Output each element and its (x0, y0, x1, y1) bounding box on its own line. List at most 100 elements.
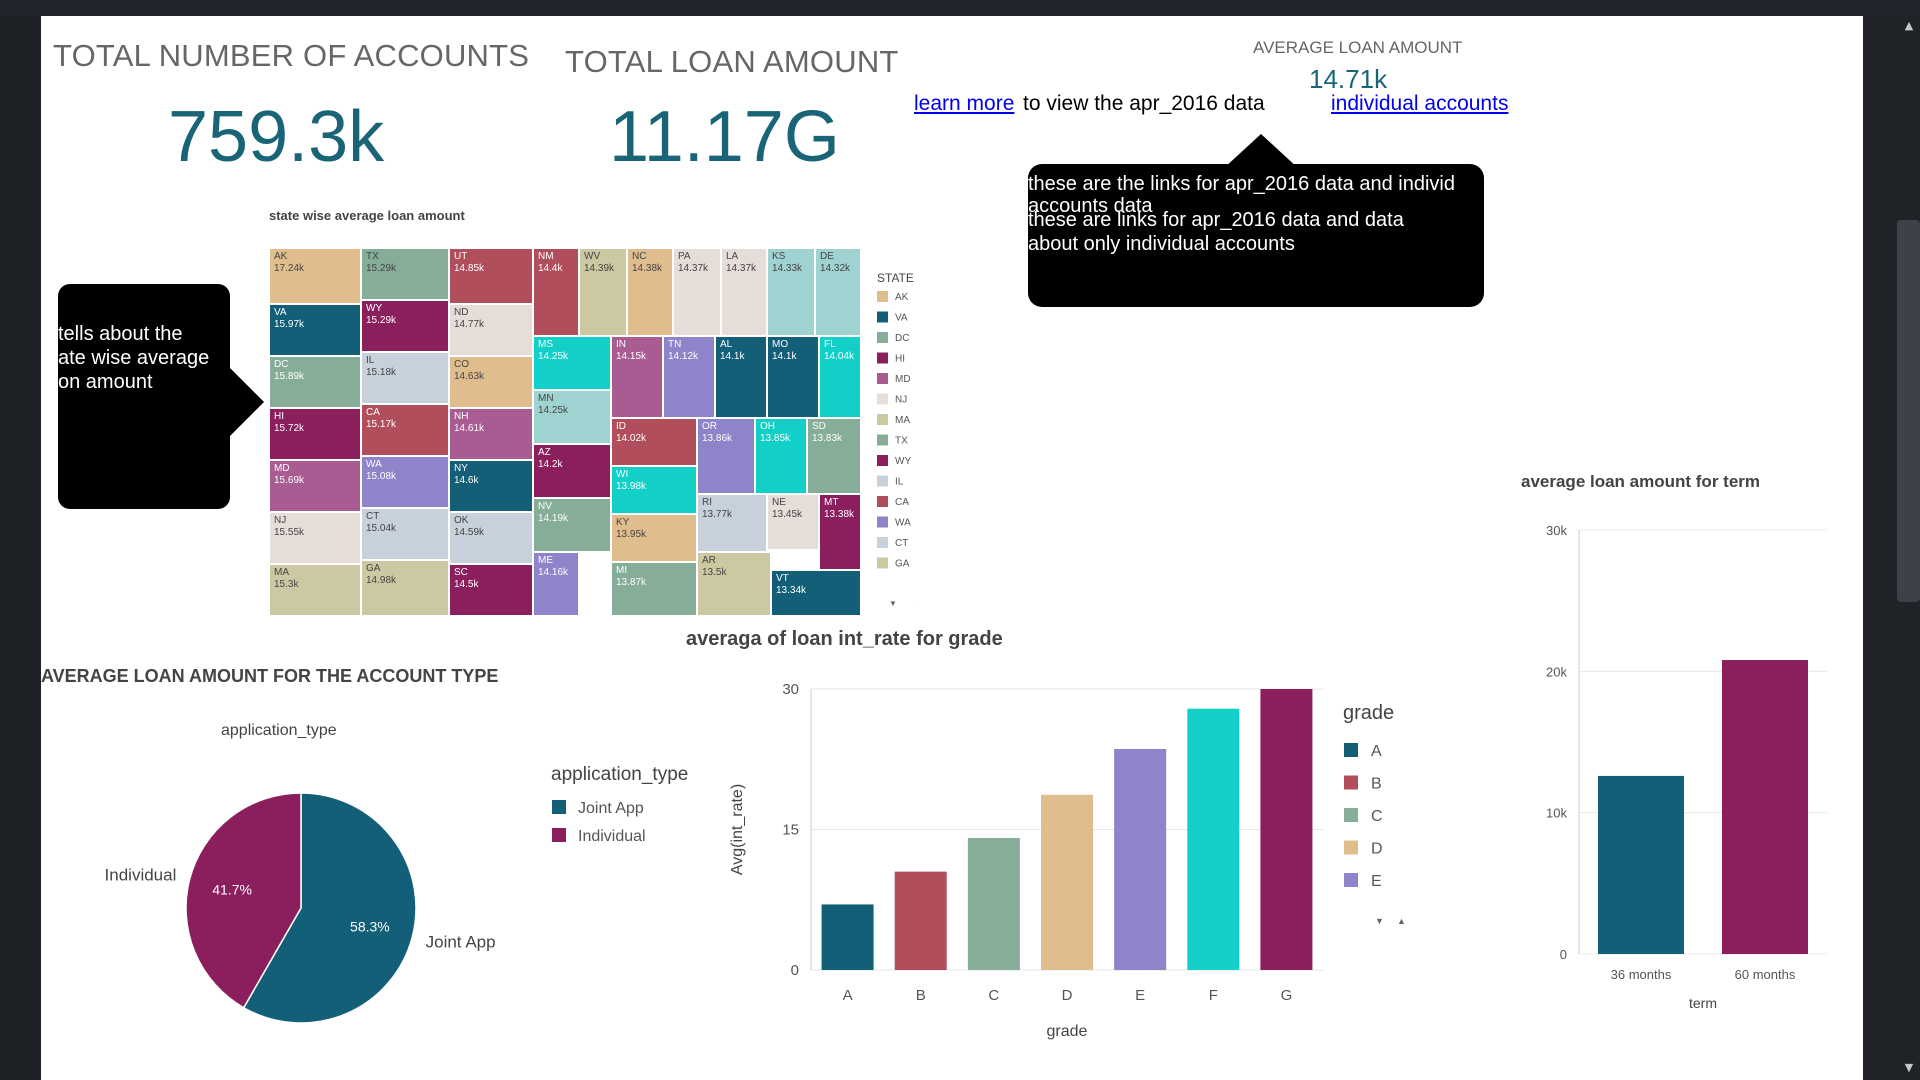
treemap-cell-rect (611, 466, 697, 514)
treemap-cell-label: NE (772, 497, 786, 508)
treemap-cell-label: MS (538, 339, 553, 350)
total-loan-value: 11.17G (609, 97, 840, 177)
treemap-cell-value: 14.5k (454, 579, 479, 590)
treemap-cell-value: 17.24k (274, 263, 305, 274)
treemap-legend-label: HI (895, 354, 905, 365)
treemap-cell-label: PA (678, 251, 691, 262)
pie-percent-label: 41.7% (212, 882, 252, 898)
treemap-cell-rect (533, 498, 611, 552)
treemap-cell-value: 15.3k (274, 579, 299, 590)
treemap-cell-label: CT (366, 511, 379, 522)
treemap-cell-value: 15.69k (274, 475, 305, 486)
page-scrollbar-thumb[interactable] (1897, 220, 1920, 602)
grade-legend-label: B (1371, 776, 1382, 793)
treemap-cell-value: 14.77k (454, 319, 485, 330)
treemap-cell-label: WV (584, 251, 600, 262)
treemap-cell-rect (269, 408, 361, 460)
y-tick-label: 30k (1546, 523, 1567, 538)
treemap-cell-label: HI (274, 411, 284, 422)
treemap-cell-label: OR (702, 421, 717, 432)
scroll-up-icon[interactable]: ▲ (1904, 19, 1914, 32)
treemap-cell-label: VT (776, 573, 789, 584)
treemap-cell-label: TN (668, 339, 681, 350)
total-accounts-value: 759.3k (168, 97, 385, 177)
treemap-cell-label: RI (702, 497, 712, 508)
treemap-cell-rect (449, 356, 533, 408)
treemap-cell-rect (627, 248, 673, 336)
treemap-cell-label: WI (616, 469, 628, 480)
individual-accounts-link[interactable]: individual accounts (1331, 92, 1509, 115)
treemap-cell-value: 13.85k (760, 433, 791, 444)
treemap-cell-label: AL (720, 339, 733, 350)
treemap-legend-swatch (877, 434, 888, 446)
treemap-cell-label: UT (454, 251, 467, 262)
pie-legend-swatch (552, 828, 566, 842)
pie-slice-individual (185, 792, 302, 1009)
average-loan-title: AVERAGE LOAN AMOUNT (1253, 38, 1463, 57)
browser-top-bar (0, 0, 1920, 16)
state-callout-line: tells about the (58, 323, 183, 345)
treemap-cell-rect (449, 304, 533, 356)
learn-more-link[interactable]: learn more (914, 92, 1015, 115)
treemap-cell-label: NC (632, 251, 646, 262)
treemap-cell-value: 14.25k (538, 351, 569, 362)
treemap-cell-value: 13.38k (824, 509, 855, 520)
treemap-cell-value: 14.61k (454, 423, 485, 434)
treemap-cell-value: 13.83k (812, 433, 843, 444)
treemap-cell-label: NM (538, 251, 554, 262)
treemap-cell-value: 14.16k (538, 567, 569, 578)
treemap-cell-rect (361, 560, 449, 616)
treemap-cell-label: IL (366, 355, 375, 366)
treemap-cell-value: 15.29k (366, 315, 397, 326)
x-axis-label: term (1689, 995, 1717, 1011)
treemap-cell-label: CA (366, 407, 380, 418)
pie-title: AVERAGE LOAN AMOUNT FOR THE ACCOUNT TYPE (41, 666, 499, 686)
average-loan-value: 14.71k (1309, 64, 1388, 94)
links-callout-line: accounts data (1028, 195, 1153, 217)
treemap-cell-rect (449, 460, 533, 512)
treemap-legend-label: VA (895, 313, 908, 324)
x-tick-label: B (916, 987, 926, 1004)
pie-legend-label: Joint App (578, 800, 644, 817)
treemap-legend-swatch (877, 475, 888, 487)
treemap-cell-value: 15.29k (366, 263, 397, 274)
treemap-cell-value: 15.97k (274, 319, 305, 330)
treemap-legend-swatch (877, 373, 888, 384)
treemap-cell-rect (611, 336, 663, 418)
treemap-cell-label: DE (820, 251, 834, 262)
treemap-cell-rect (673, 248, 721, 336)
treemap-cell-rect (697, 418, 755, 494)
grade-legend-swatch (1344, 808, 1358, 822)
state-callout-pointer (228, 366, 264, 438)
x-tick-label: 60 months (1735, 967, 1796, 982)
grade-legend-label: C (1371, 808, 1383, 825)
treemap-cell-label: KY (616, 517, 630, 528)
treemap-cell-value: 14.59k (454, 527, 485, 538)
y-tick-label: 15 (782, 822, 799, 839)
pie-slice-joint-app (242, 792, 417, 1024)
treemap-cell-rect (755, 418, 807, 494)
treemap-legend-swatch (877, 455, 888, 466)
scroll-down-icon[interactable]: ▼ (1904, 1061, 1914, 1074)
state-callout-line: on amount (58, 371, 153, 393)
treemap-cell-rect (807, 418, 861, 494)
grade-bar-b (894, 871, 947, 970)
treemap-legend-title: STATE (877, 271, 914, 285)
grade-legend-title: grade (1343, 702, 1394, 724)
treemap-cell-value: 14.12k (668, 351, 699, 362)
treemap-cell-label: TX (366, 251, 379, 262)
treemap-legend-swatch (877, 496, 888, 507)
